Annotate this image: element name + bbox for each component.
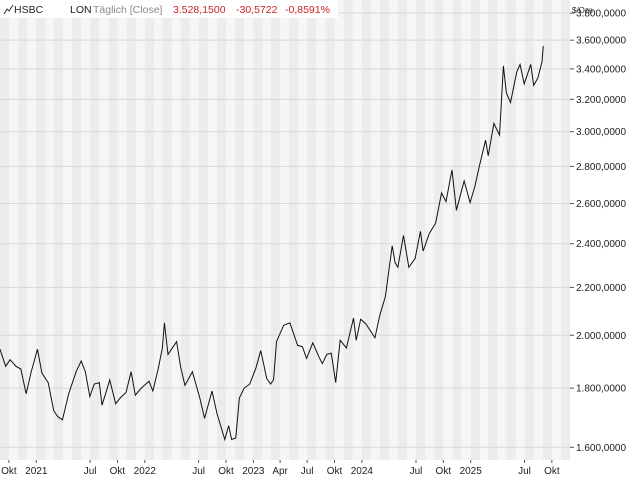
y-tick-label: 2.000,0000: [576, 331, 626, 342]
month-band: [524, 0, 534, 460]
mini-line-chart-icon: [3, 4, 14, 15]
x-tick-label: Jul: [301, 466, 314, 477]
grid-lines: [0, 12, 570, 448]
y-axis-unit: $/Ozs: [572, 6, 593, 15]
y-tick-label: 1.600,0000: [576, 443, 626, 454]
instrument-symbol: HSBC: [14, 4, 44, 16]
month-band: [108, 0, 118, 460]
price-line: [0, 46, 544, 442]
x-tick-label: Okt: [1, 466, 17, 477]
month-band: [235, 0, 245, 460]
header-background: [0, 0, 338, 18]
month-band: [561, 0, 570, 460]
y-tick-label: 3.200,0000: [576, 95, 626, 106]
x-tick-label: Jul: [410, 466, 423, 477]
x-tick-label: Apr: [272, 466, 288, 477]
y-tick-label: 3.600,0000: [576, 36, 626, 47]
month-bands: [0, 0, 570, 460]
month-band: [162, 0, 172, 460]
month-band: [506, 0, 516, 460]
x-tick-label: Okt: [436, 466, 452, 477]
price-change-percent: -0,8591%: [285, 4, 330, 16]
month-band: [253, 0, 263, 460]
y-axis-ticks: 1.600,0000 1.800,0000 2.000,0000 2.200,0000…: [570, 9, 626, 454]
x-tick-label: Jul: [84, 466, 97, 477]
y-tick-label: 2.800,0000: [576, 162, 626, 173]
month-band: [325, 0, 335, 460]
price-change: -30,5722: [236, 4, 278, 16]
x-axis-ticks: Okt 2021 Jul Okt 2022 Jul Okt 2023 Apr Jul Okt 2024…: [1, 460, 560, 477]
month-band: [434, 0, 444, 460]
y-tick-label: 2.600,0000: [576, 199, 626, 210]
month-band: [198, 0, 208, 460]
month-band: [18, 0, 28, 460]
month-band: [270, 0, 281, 460]
x-tick-label: 2022: [134, 466, 157, 477]
x-tick-label: Okt: [218, 466, 234, 477]
x-tick-label: 2021: [25, 466, 48, 477]
month-band: [415, 0, 426, 460]
month-band: [90, 0, 100, 460]
y-tick-label: 3.000,0000: [576, 127, 626, 138]
x-tick-label: Okt: [110, 466, 126, 477]
exchange-label: LON: [70, 4, 92, 16]
x-tick-label: 2025: [460, 466, 483, 477]
month-band: [307, 0, 317, 460]
month-band: [379, 0, 389, 460]
x-tick-label: 2024: [351, 466, 374, 477]
month-band: [452, 0, 462, 460]
y-tick-label: 1.800,0000: [576, 384, 626, 395]
month-band: [180, 0, 190, 460]
interval-label: Täglich [Close]: [93, 4, 163, 16]
x-tick-label: Jul: [518, 466, 531, 477]
month-band: [542, 0, 552, 460]
month-band: [470, 0, 480, 460]
month-band: [126, 0, 136, 460]
x-tick-label: Jul: [192, 466, 205, 477]
month-band: [71, 0, 82, 460]
x-tick-label: Okt: [544, 466, 560, 477]
x-tick-label: 2023: [242, 466, 265, 477]
y-tick-label: 3.400,0000: [576, 64, 626, 75]
x-tick-label: Okt: [327, 466, 343, 477]
y-tick-label: 2.200,0000: [576, 283, 626, 294]
month-band: [217, 0, 226, 460]
month-band: [36, 0, 46, 460]
month-band: [289, 0, 299, 460]
month-band: [144, 0, 155, 460]
y-tick-label: 3.800,0000: [576, 9, 626, 20]
month-band: [361, 0, 372, 460]
month-band: [343, 0, 353, 460]
last-price: 3.528,1500: [173, 4, 226, 16]
month-band: [53, 0, 64, 460]
month-band: [0, 0, 9, 460]
month-band: [397, 0, 408, 460]
y-tick-label: 2.400,0000: [576, 239, 626, 250]
month-band: [488, 0, 498, 460]
